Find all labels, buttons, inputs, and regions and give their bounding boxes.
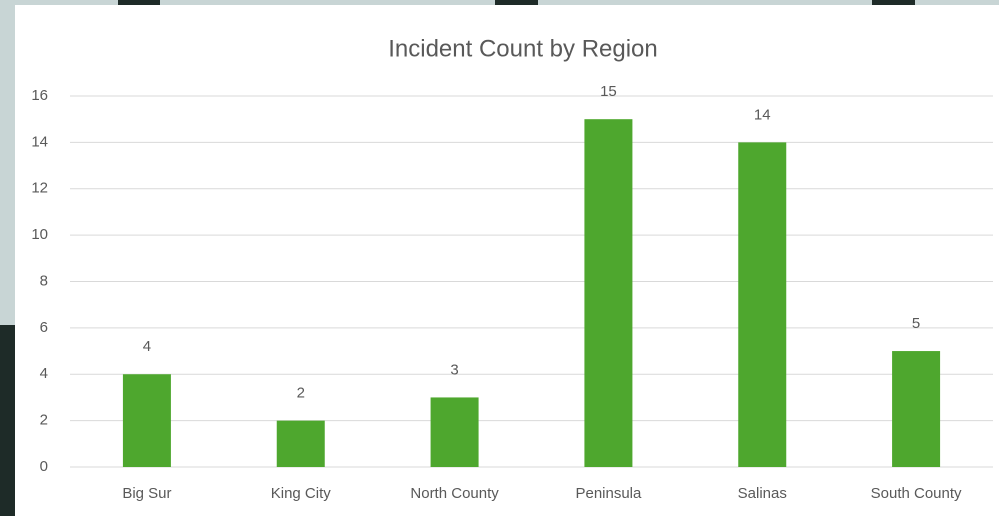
y-tick-label: 4	[40, 365, 48, 382]
chart-title: Incident Count by Region	[388, 35, 658, 62]
y-tick-label: 6	[40, 319, 48, 336]
bar	[276, 420, 325, 467]
y-tick-label: 10	[31, 226, 48, 243]
x-tick-label: South County	[871, 485, 962, 502]
data-label: 14	[754, 106, 771, 123]
y-tick-label: 14	[31, 133, 48, 150]
x-tick-label: Salinas	[738, 485, 787, 502]
bar	[122, 374, 171, 467]
x-tick-label: North County	[410, 485, 499, 502]
y-tick-label: 2	[40, 412, 48, 429]
data-label: 5	[912, 315, 920, 332]
bar	[892, 351, 941, 467]
data-label: 4	[143, 338, 151, 355]
bar	[738, 142, 787, 467]
x-tick-label: Big Sur	[122, 485, 171, 502]
bar	[584, 119, 633, 467]
y-tick-label: 8	[40, 272, 48, 289]
data-label: 15	[600, 83, 617, 100]
slide-block	[872, 0, 915, 6]
slide-dark-panel	[0, 325, 15, 516]
bar	[430, 397, 479, 467]
x-tick-label: King City	[271, 485, 332, 502]
y-tick-label: 0	[40, 458, 48, 475]
y-tick-label: 12	[31, 180, 48, 197]
data-label: 3	[450, 361, 458, 378]
slide-block	[118, 0, 160, 6]
slide-block	[495, 0, 538, 6]
chart-area	[15, 5, 999, 516]
x-tick-label: Peninsula	[575, 485, 642, 502]
data-label: 2	[297, 385, 305, 402]
plot: 0 2 4 6 8 10 12 14 16 Big Sur 4 King City 2 North Cou…	[31, 83, 993, 502]
y-tick-label: 16	[31, 87, 48, 104]
